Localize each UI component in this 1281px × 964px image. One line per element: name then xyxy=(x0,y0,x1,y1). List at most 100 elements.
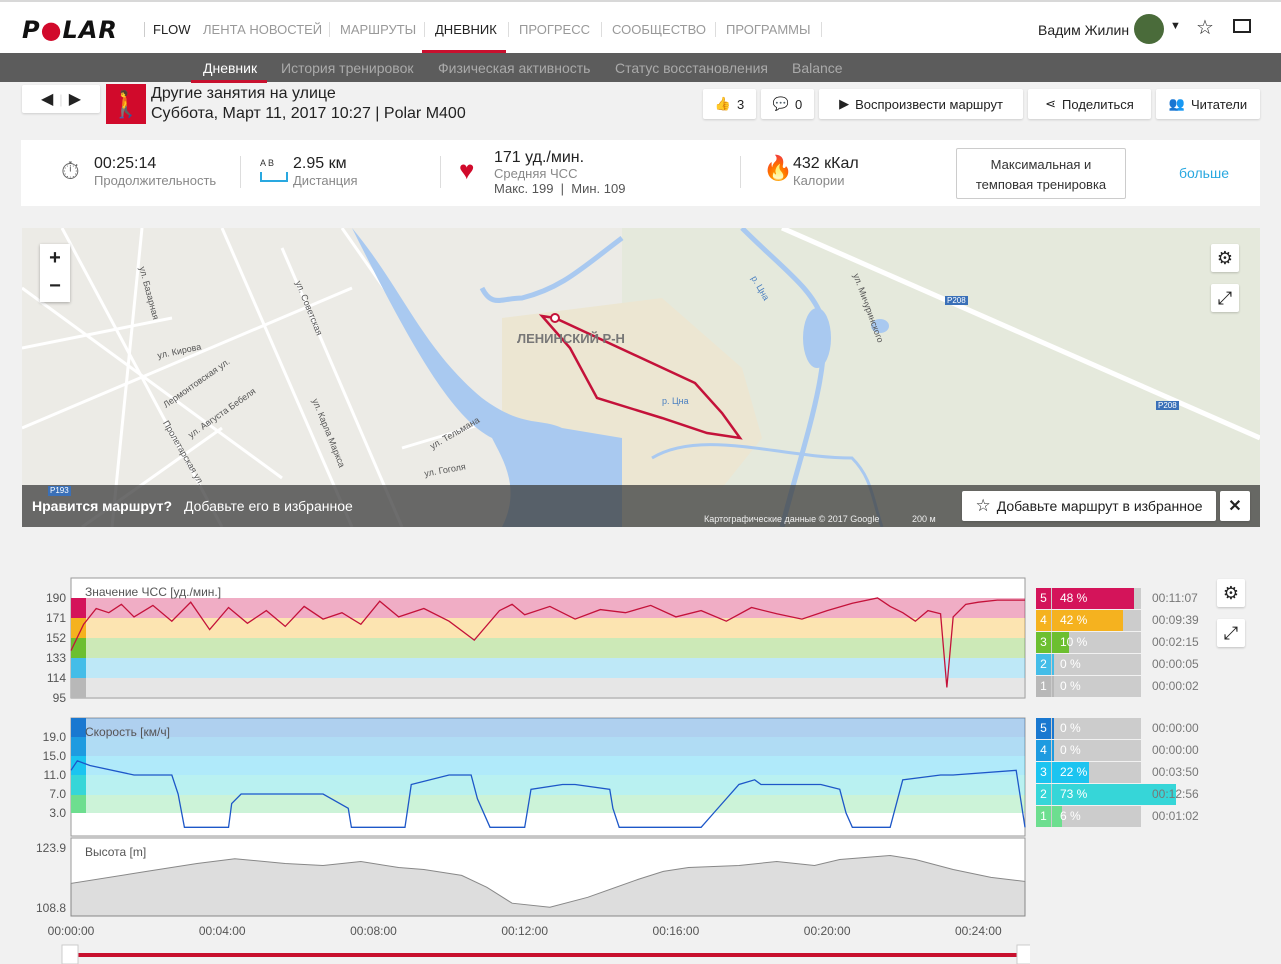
session-subtitle: Суббота, Март 11, 2017 10:27 | Polar M40… xyxy=(151,105,466,122)
promo-text: Добавьте его в избранное xyxy=(184,498,353,514)
hr-zone-time: 00:11:07 xyxy=(1152,591,1198,605)
nav-progress[interactable]: ПРОГРЕСС xyxy=(508,22,590,37)
zone-number: 1 xyxy=(1036,806,1051,827)
subnav-history[interactable]: История тренировок xyxy=(281,60,414,76)
zone-number: 2 xyxy=(1036,784,1051,805)
slider-handle-right xyxy=(1016,944,1030,964)
flow-label[interactable]: FLOW xyxy=(144,22,191,37)
nav-programs[interactable]: ПРОГРАММЫ xyxy=(715,22,822,37)
map-fullscreen-icon[interactable]: ⤢ xyxy=(1211,284,1239,312)
star-icon[interactable]: ☆ xyxy=(1196,17,1214,39)
nav-routes[interactable]: МАРШРУТЫ xyxy=(329,22,416,37)
play-route-label: Воспроизвести маршрут xyxy=(855,96,1003,112)
chevron-down-icon[interactable]: ▼ xyxy=(1170,20,1181,32)
share-button[interactable]: ⋖ Поделиться xyxy=(1028,89,1151,119)
subnav-diary[interactable]: Дневник xyxy=(203,60,258,76)
time-tick-label: 00:08:00 xyxy=(350,924,397,938)
hr-zone-time: 00:02:15 xyxy=(1152,635,1199,649)
zone-percent: 22 % xyxy=(1060,765,1088,779)
nav-community[interactable]: СООБЩЕСТВО xyxy=(601,22,706,37)
share-icon: ⋖ xyxy=(1045,96,1057,111)
road-badge: P193 xyxy=(48,486,71,496)
summary-panel: ⏱ 00:25:14 Продолжительность A B 2.95 км… xyxy=(21,140,1260,206)
avatar[interactable] xyxy=(1134,14,1164,44)
hr-tick-label: 190 xyxy=(46,591,66,605)
route-map[interactable]: ул. Базарная ул. Кирова Лермонтовская ул… xyxy=(22,228,1260,527)
add-favorite-button[interactable]: ☆ Добавьте маршрут в избранное xyxy=(962,491,1216,521)
hr-zone-marker xyxy=(71,678,86,698)
speed-tick-label: 19.0 xyxy=(43,730,67,744)
map-canvas[interactable] xyxy=(22,228,1260,527)
speed-zone-marker xyxy=(71,795,86,813)
duration-value: 00:25:14 xyxy=(94,155,157,172)
share-label: Поделиться xyxy=(1062,96,1134,112)
prev-next-controls: ◀ | ▶ xyxy=(22,85,100,113)
chart-settings-icon[interactable]: ⚙ xyxy=(1217,579,1245,607)
map-attribution: Картографические данные © 2017 Google xyxy=(704,514,880,524)
duration-label: Продолжительность xyxy=(94,173,217,188)
zone-number: 5 xyxy=(1036,718,1051,739)
subnav-balance[interactable]: Balance xyxy=(792,60,843,76)
readers-button[interactable]: 👥 Читатели xyxy=(1156,89,1260,119)
altitude-tick-label: 123.9 xyxy=(36,841,66,855)
close-promo-button[interactable]: ✕ xyxy=(1220,491,1250,521)
map-scale: 200 м xyxy=(912,514,936,524)
zone-fill xyxy=(1052,654,1054,675)
zone-number: 5 xyxy=(1036,588,1051,609)
subnav-activity[interactable]: Физическая активность xyxy=(438,60,591,76)
zone-percent: 6 % xyxy=(1060,809,1081,823)
route-start-marker xyxy=(550,313,560,323)
altitude-area xyxy=(70,854,1026,917)
user-name[interactable]: Вадим Жилин xyxy=(1038,22,1130,38)
zoom-out-button[interactable]: − xyxy=(49,275,61,297)
nav-diary[interactable]: ДНЕВНИК xyxy=(424,22,497,37)
river-label: р. Цна xyxy=(662,396,689,406)
charts-area: 190 171 152 133 114 95 Значение ЧСС [уд./мин.]… xyxy=(0,560,1281,964)
zone-percent: 42 % xyxy=(1060,613,1088,627)
next-arrow-icon[interactable]: ▶ xyxy=(68,91,81,108)
top-navigation: P●LAR FLOW ЛЕНТА НОВОСТЕЙ МАРШРУТЫ ДНЕВН… xyxy=(0,0,1281,54)
message-icon[interactable] xyxy=(1233,19,1251,33)
hr-tick-label: 171 xyxy=(46,611,66,625)
comment-icon: 💬 xyxy=(772,96,789,111)
subnav-recovery[interactable]: Статус восстановления xyxy=(615,60,768,76)
comment-button[interactable]: 💬 0 xyxy=(761,89,814,119)
speed-zone-time: 00:00:00 xyxy=(1152,743,1199,757)
speed-zone-marker xyxy=(71,718,86,737)
hr-zone-band xyxy=(71,618,1025,638)
chart-fullscreen-icon[interactable]: ⤢ xyxy=(1217,619,1245,647)
play-route-button[interactable]: ▶ Воспроизвести маршрут xyxy=(819,89,1023,119)
altitude-tick-label: 108.8 xyxy=(36,901,66,915)
zone-number: 3 xyxy=(1036,632,1051,653)
zoom-in-button[interactable]: + xyxy=(49,247,61,269)
people-icon: 👥 xyxy=(1168,96,1186,111)
training-benefit[interactable]: Максимальная и темповая тренировка xyxy=(956,148,1126,199)
district-label: ЛЕНИНСКИЙ Р-Н xyxy=(517,331,625,346)
subnav-indicator xyxy=(191,80,267,83)
polar-logo[interactable]: P●LAR xyxy=(22,16,118,44)
zone-percent: 0 % xyxy=(1060,743,1081,757)
like-button[interactable]: 👍 3 xyxy=(703,89,756,119)
sample-charts[interactable]: 190 171 152 133 114 95 Значение ЧСС [уд./мин.]… xyxy=(0,560,1030,964)
speed-zone-marker xyxy=(71,737,86,756)
more-link[interactable]: больше xyxy=(1179,165,1229,181)
promo-title: Нравится маршрут? xyxy=(32,498,173,514)
hr-zone-bar: 1 0 % xyxy=(1036,676,1141,697)
speed-zone-band xyxy=(71,775,1025,795)
time-tick-label: 00:00:00 xyxy=(48,924,95,938)
time-tick-label: 00:24:00 xyxy=(955,924,1002,938)
zone-number: 4 xyxy=(1036,740,1051,761)
hr-minmax: Макс. 199 | Мин. 109 xyxy=(494,181,626,196)
nav-feed[interactable]: ЛЕНТА НОВОСТЕЙ xyxy=(203,22,323,37)
zone-fill xyxy=(1052,610,1124,631)
prev-arrow-icon[interactable]: ◀ xyxy=(40,91,54,108)
speed-zone-bar: 4 0 % xyxy=(1036,740,1141,761)
speed-zone-band xyxy=(71,756,1025,775)
comment-count: 0 xyxy=(794,96,803,112)
zone-fill xyxy=(1052,784,1177,805)
map-settings-icon[interactable]: ⚙ xyxy=(1211,244,1239,272)
speed-line xyxy=(70,760,1026,828)
speed-tick-label: 7.0 xyxy=(49,787,66,801)
distance-ab-label: A B xyxy=(260,158,275,168)
hr-zone-time: 00:09:39 xyxy=(1152,613,1199,627)
